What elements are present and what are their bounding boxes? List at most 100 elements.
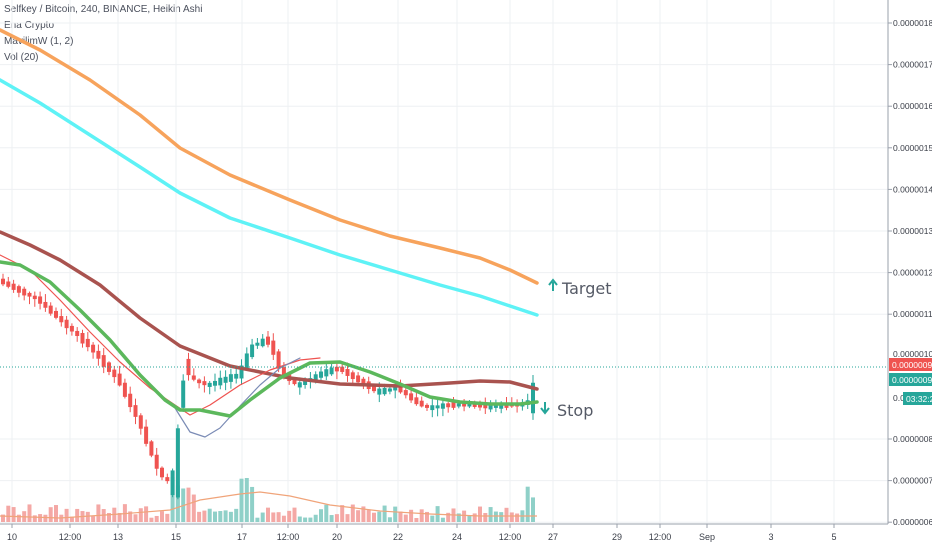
candle-body xyxy=(117,373,122,386)
svg-text:0.00000098: 0.00000098 xyxy=(892,360,932,370)
volume-bar xyxy=(287,510,292,522)
candle-body xyxy=(75,330,80,337)
candle-body xyxy=(197,379,202,384)
candle-body xyxy=(292,378,297,385)
volume-bar xyxy=(297,516,302,522)
volume-bar xyxy=(75,508,80,522)
candle-body xyxy=(165,477,170,482)
candle-body xyxy=(160,467,164,478)
candle-body xyxy=(69,325,74,332)
candle-body xyxy=(138,415,143,429)
volume-bar xyxy=(334,514,339,522)
candle-body xyxy=(271,340,276,355)
candle-body xyxy=(1,278,5,285)
candle-body xyxy=(430,405,435,411)
volume-bar xyxy=(292,507,297,522)
volume-bar xyxy=(387,517,392,522)
stop-annotation[interactable]: Stop xyxy=(540,401,593,420)
legend-indicator-mavilimw[interactable]: MavilimW (1, 2) xyxy=(4,36,74,47)
volume-bar xyxy=(276,512,281,522)
candle-body xyxy=(266,336,270,345)
target-annotation[interactable]: Target xyxy=(548,278,612,298)
candle-body xyxy=(228,374,233,382)
candle-body xyxy=(281,367,286,378)
candle-body xyxy=(319,371,323,378)
time-tick-label: 12:00 xyxy=(499,532,522,542)
volume-bar xyxy=(456,513,461,522)
candle-body xyxy=(133,405,138,417)
volume-bar xyxy=(6,505,11,522)
candle-body xyxy=(462,403,467,407)
volume-bar xyxy=(531,497,535,522)
volume-bar xyxy=(133,514,138,522)
legend-indicator-vol[interactable]: Vol (20) xyxy=(4,52,39,63)
candle-body xyxy=(255,342,260,346)
volume-bar xyxy=(239,478,244,522)
volume-bar xyxy=(478,506,482,522)
candle-body xyxy=(64,319,69,329)
candle-body xyxy=(54,310,58,318)
time-tick-label: 10 xyxy=(7,532,17,542)
volume-bar xyxy=(313,514,318,522)
volume-bar xyxy=(504,507,509,522)
candle-body xyxy=(101,355,106,367)
volume-bar xyxy=(138,508,143,522)
volume-bar xyxy=(85,511,90,522)
volume-bar xyxy=(149,517,154,522)
price-tick-label: 0.00000060 xyxy=(893,517,932,527)
candle-body xyxy=(483,404,488,409)
volume-bar xyxy=(377,511,382,522)
time-axis[interactable]: 10 12:00 13 15 17 12:00 20 22 24 12:00 27 29 12:00 Se… xyxy=(7,524,837,542)
candle-body xyxy=(356,375,361,383)
candle-body xyxy=(213,380,217,386)
candle-body xyxy=(303,379,308,385)
candle-body xyxy=(478,404,482,408)
candle-body xyxy=(32,295,37,300)
candle-body xyxy=(451,402,456,408)
candle-body xyxy=(334,366,339,372)
legend-indicator-ena[interactable]: Ena Crypto xyxy=(4,20,55,31)
candle-body xyxy=(260,338,265,347)
volume-bar xyxy=(303,517,308,522)
chart-legend: Selfkey / Bitcoin, 240, BINANCE, Heikin … xyxy=(4,2,202,66)
volume-bar xyxy=(525,486,530,522)
candle-body xyxy=(22,288,27,296)
volume-bar xyxy=(366,509,371,522)
candle-body xyxy=(59,316,64,323)
volume-bar xyxy=(186,487,191,522)
volume-bar xyxy=(356,510,361,522)
candle-body xyxy=(91,344,96,353)
candle-body xyxy=(218,377,223,386)
countdown-tag: 0.00000 03:32:24 xyxy=(893,392,932,405)
volume-bar xyxy=(281,515,286,522)
volume-bar xyxy=(425,511,429,522)
candle-body xyxy=(531,382,535,414)
volume-bar xyxy=(340,505,345,522)
time-tick-label: 15 xyxy=(171,532,181,542)
candle-body xyxy=(414,397,419,405)
target-label: Target xyxy=(561,279,612,298)
candle-body xyxy=(350,372,355,380)
legend-symbol[interactable]: Selfkey / Bitcoin, 240, BINANCE, Heikin … xyxy=(4,4,203,15)
arrow-up-icon xyxy=(548,278,558,291)
cyan-ma-line xyxy=(0,78,539,317)
volume-bar xyxy=(144,506,149,522)
candle-body xyxy=(223,376,228,383)
candle-body xyxy=(297,382,302,388)
volume-bar xyxy=(54,505,58,522)
volume-bar xyxy=(11,507,16,522)
volume-bar xyxy=(48,507,53,522)
volume-bar xyxy=(361,506,366,522)
volume-bar xyxy=(16,514,21,522)
svg-text:0.00000098: 0.00000098 xyxy=(892,375,932,385)
candle-body xyxy=(472,403,477,407)
volume-bar xyxy=(345,514,350,522)
time-tick-label: 12:00 xyxy=(59,532,82,542)
candle-body xyxy=(43,301,48,308)
